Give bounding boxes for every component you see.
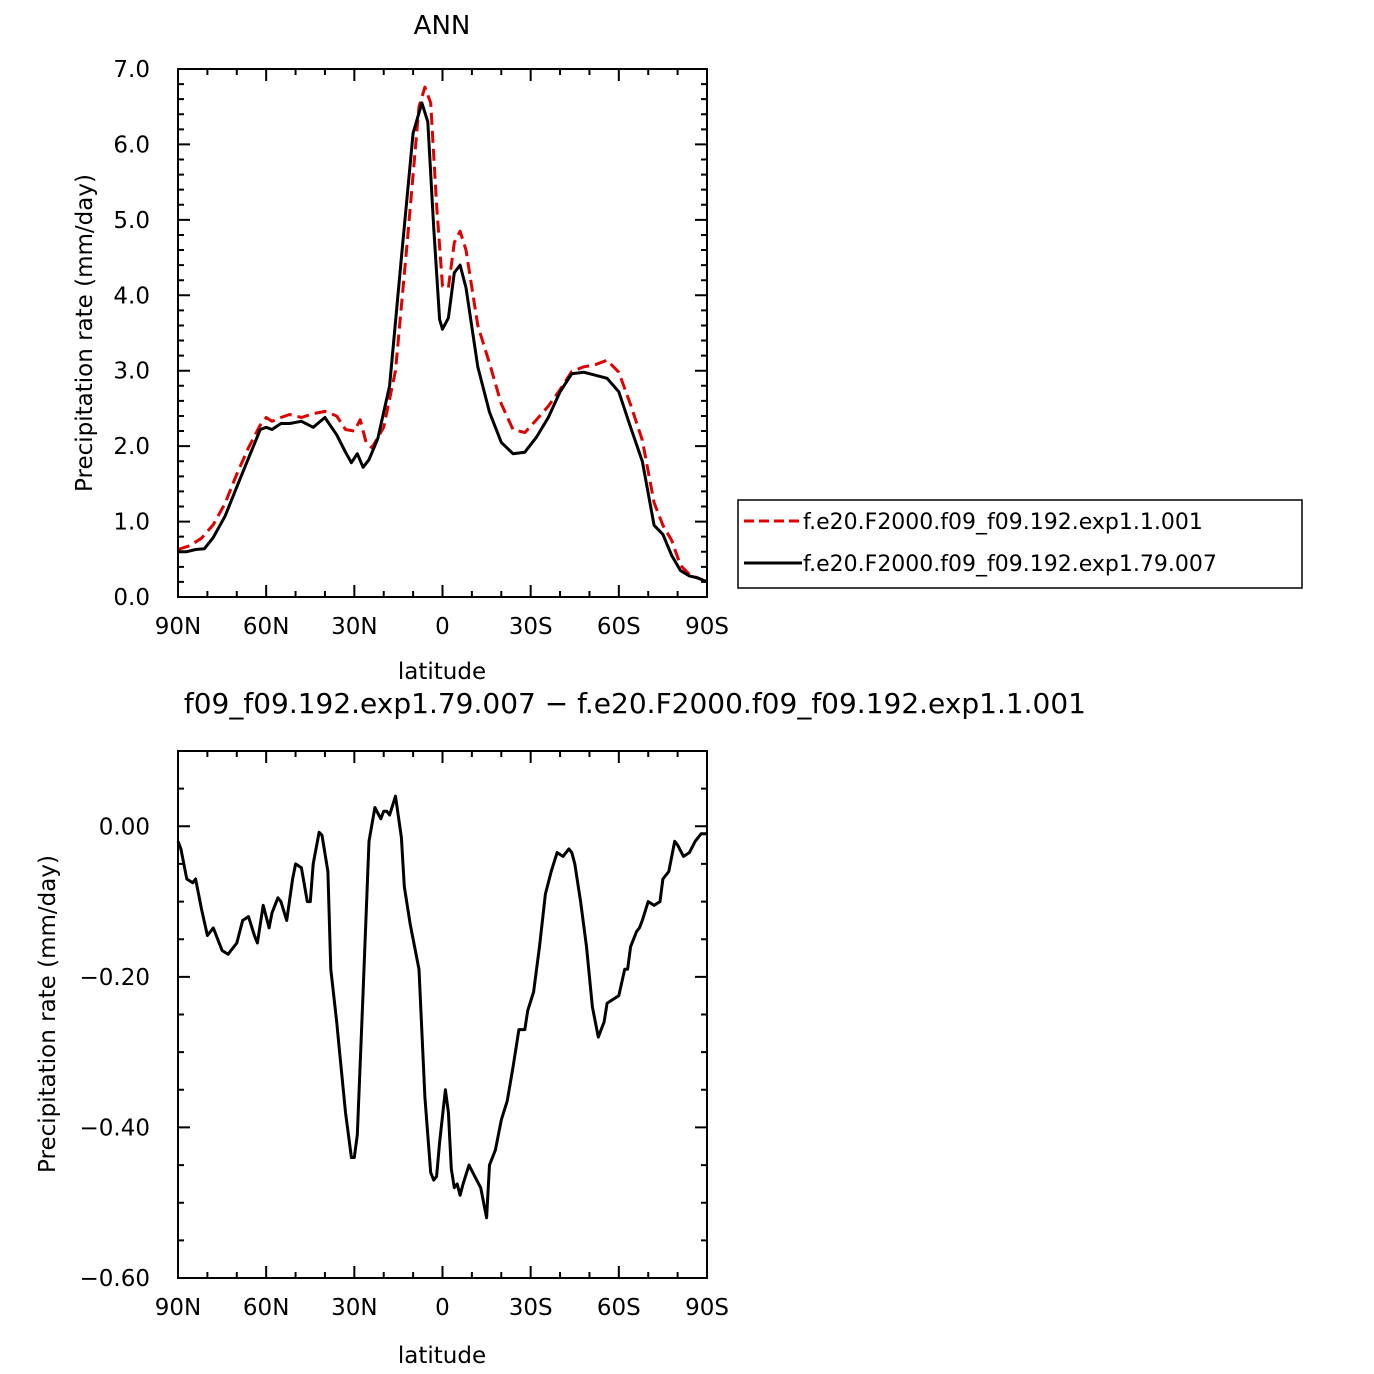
x-tick-label: 90S — [685, 1295, 729, 1321]
legend-entry-2: f.e20.F2000.f09_f09.192.exp1.79.007 — [803, 552, 1217, 577]
x-tick-label: 30N — [331, 614, 377, 640]
x-tick-label: 60N — [243, 1295, 289, 1321]
y-tick-label: −0.40 — [80, 1115, 150, 1141]
legend-box — [737, 499, 1303, 589]
x-tick-label: 90N — [155, 614, 201, 640]
top-plot-frame — [177, 68, 708, 598]
y-tick-label: 4.0 — [113, 283, 150, 309]
x-tick-label: 0 — [435, 1295, 450, 1321]
series-line-1 — [176, 794, 707, 1220]
series-line-2 — [178, 101, 708, 584]
x-tick-label: 60S — [597, 614, 641, 640]
x-tick-label: 90S — [685, 614, 729, 640]
y-tick-label: −0.20 — [80, 965, 150, 991]
top-y-axis-label: Precipitation rate (mm/day) — [72, 174, 98, 492]
axis-ticks — [177, 68, 708, 598]
x-tick-label: 60N — [243, 614, 289, 640]
bottom-panel-title: f09_f09.192.exp1.79.007 − f.e20.F2000.f0… — [184, 687, 1086, 720]
top-panel: ANN 0.0 1.0 2.0 3.0 4.0 5.0 6.0 7.0 90N 60N 30N 0 3… — [72, 11, 729, 685]
legend: f.e20.F2000.f09_f09.192.exp1.1.001 f.e20… — [737, 499, 1303, 589]
y-tick-label: 2.0 — [113, 434, 150, 460]
top-panel-title: ANN — [414, 11, 471, 41]
bottom-panel: f09_f09.192.exp1.79.007 − f.e20.F2000.f0… — [35, 687, 1086, 1369]
y-tick-label: 5.0 — [113, 208, 150, 234]
y-tick-label: 6.0 — [113, 132, 150, 158]
bottom-x-axis-label: latitude — [398, 1343, 486, 1369]
y-tick-label: 7.0 — [113, 57, 150, 83]
y-tick-label: 3.0 — [113, 359, 150, 385]
x-tick-label: 0 — [435, 614, 450, 640]
legend-entry-1: f.e20.F2000.f09_f09.192.exp1.1.001 — [803, 510, 1203, 535]
top-x-axis-label: latitude — [398, 659, 486, 685]
y-tick-label: 0.00 — [99, 814, 150, 840]
x-tick-label: 30S — [509, 614, 553, 640]
axis-ticks — [177, 750, 708, 1279]
x-tick-label: 60S — [597, 1295, 641, 1321]
bottom-plot-frame — [177, 750, 708, 1279]
series-line-1 — [177, 85, 708, 584]
x-tick-label: 90N — [155, 1295, 201, 1321]
y-tick-label: −0.60 — [80, 1266, 150, 1292]
bottom-y-axis-label: Precipitation rate (mm/day) — [35, 855, 61, 1173]
x-tick-label: 30N — [331, 1295, 377, 1321]
x-tick-label: 30S — [509, 1295, 553, 1321]
y-tick-label: 1.0 — [113, 510, 150, 536]
y-tick-label: 0.0 — [113, 585, 150, 611]
